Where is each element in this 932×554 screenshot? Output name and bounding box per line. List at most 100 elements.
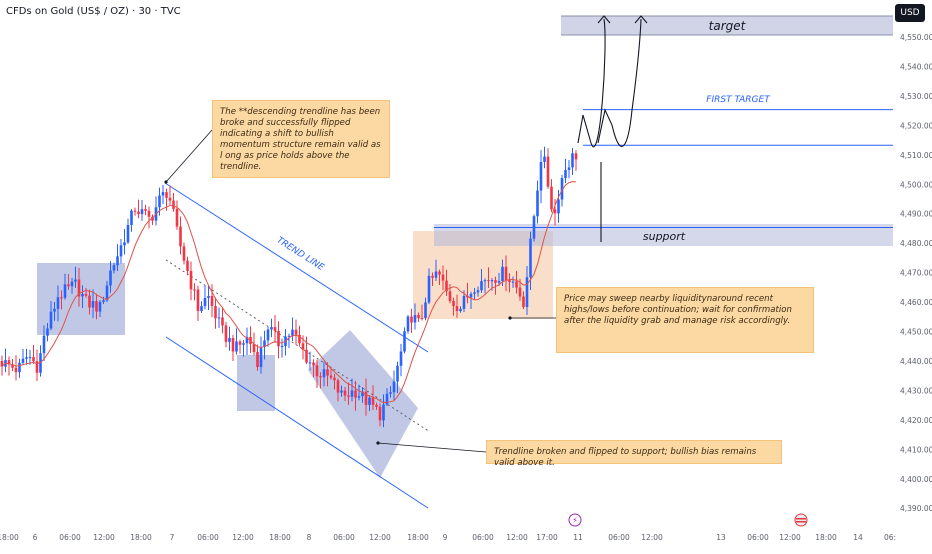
candle-body [18, 362, 21, 373]
projection-path-1 [577, 18, 606, 148]
candle-body [483, 280, 487, 282]
price-axis-label: 4,520.000 [900, 121, 932, 130]
candle-body [469, 293, 473, 298]
candle-body [536, 190, 539, 217]
price-axis-label: 4,390.000 [900, 504, 932, 513]
candle-body [252, 344, 256, 353]
candle-body [200, 306, 203, 311]
support-zone [434, 224, 893, 246]
price-axis-label: 4,500.000 [900, 180, 932, 189]
price-axis-label: 4,550.000 [900, 33, 932, 42]
candle-body [532, 216, 536, 239]
support-label: support [643, 230, 686, 243]
candle-body [301, 343, 305, 350]
price-axis-label: 4,430.000 [900, 386, 932, 395]
candle-body [42, 335, 46, 354]
candle-body [529, 238, 532, 278]
candle-body [224, 325, 228, 342]
time-axis-label: 18:00 [815, 533, 837, 542]
time-axis-label: 12:00 [93, 533, 115, 542]
candle-body [336, 380, 340, 393]
time-axis-label: 06:00 [197, 533, 219, 542]
note-support-flip[interactable]: Trendline broken and flipped to support;… [486, 440, 782, 468]
candle-body [473, 292, 476, 294]
candle-body [396, 365, 399, 382]
candle-body [361, 391, 364, 397]
time-axis-label: 18:00 [269, 533, 291, 542]
candle-body [235, 341, 238, 352]
candle-body [196, 289, 200, 311]
candle-body [270, 327, 273, 330]
candle-body [189, 270, 193, 290]
candle-body [126, 224, 130, 243]
us-flag-stripe [796, 518, 806, 520]
time-axis-label: 9 [443, 533, 448, 542]
note-liquidity-sweep[interactable]: Price may sweep nearby liquiditynaround … [556, 287, 814, 353]
candle-body [168, 197, 172, 201]
candle-body [123, 242, 126, 246]
candle-body [140, 209, 144, 215]
price-axis-label: 4,470.000 [900, 269, 932, 278]
candle-body [455, 306, 459, 312]
candle-body [294, 329, 298, 335]
candle-body [245, 336, 249, 344]
candle-body [28, 357, 32, 359]
moving-average-line [1, 181, 577, 404]
note-trendline-break[interactable]: The **descending trendline has been brok… [212, 100, 390, 178]
time-axis-label: 18:00 [130, 533, 152, 542]
candle-body [63, 284, 67, 298]
time-axis-label: 06: [884, 533, 896, 542]
candle-body [21, 358, 25, 363]
demand-zone [237, 355, 275, 411]
candle-body [91, 301, 95, 308]
candle-body [151, 216, 154, 221]
candle-body [182, 246, 186, 261]
candle-body [77, 279, 81, 297]
candle-body [53, 308, 56, 312]
candle-body [60, 297, 63, 299]
candle-body [277, 330, 280, 347]
candle-body [112, 265, 116, 271]
candle-body [494, 280, 497, 283]
candle-body [525, 277, 529, 308]
candle-body [298, 334, 301, 344]
candle-body [452, 300, 455, 307]
candle-body [459, 308, 462, 312]
candle-body [98, 301, 102, 312]
price-axis-label: 4,450.000 [900, 328, 932, 337]
candle-body [147, 210, 151, 217]
channel-lower-line [165, 336, 429, 509]
candle-body [193, 289, 196, 291]
candle-body [291, 329, 294, 336]
time-axis-label: 06:00 [59, 533, 81, 542]
candle-body [133, 210, 137, 212]
candle-body [378, 406, 382, 421]
candle-body [186, 260, 189, 271]
candle-body [340, 390, 343, 393]
candle-body [441, 274, 445, 281]
candle-body [413, 315, 417, 323]
candle-body [504, 266, 508, 281]
candle-body [490, 280, 494, 282]
projection-path-2 [597, 18, 642, 147]
price-axis-label: 4,480.000 [900, 239, 932, 248]
currency-badge[interactable]: USD [895, 4, 925, 22]
candle-body [557, 199, 560, 214]
candle-body [518, 287, 522, 297]
time-axis-label: 12:00 [641, 533, 663, 542]
time-axis-label: 12:00 [232, 533, 254, 542]
candle-body [497, 281, 501, 283]
price-axis-label: 4,530.000 [900, 92, 932, 101]
time-axis-label: 18:00 [0, 533, 19, 542]
candle-body [371, 397, 375, 405]
price-axis-panel [893, 0, 932, 550]
candle-body [389, 392, 392, 394]
price-axis-label: 4,420.000 [900, 416, 932, 425]
price-axis-label: 4,410.000 [900, 445, 932, 454]
candle-body [25, 357, 28, 359]
candle-body [179, 226, 182, 247]
candle-body [354, 390, 357, 398]
candle-body [14, 367, 18, 373]
